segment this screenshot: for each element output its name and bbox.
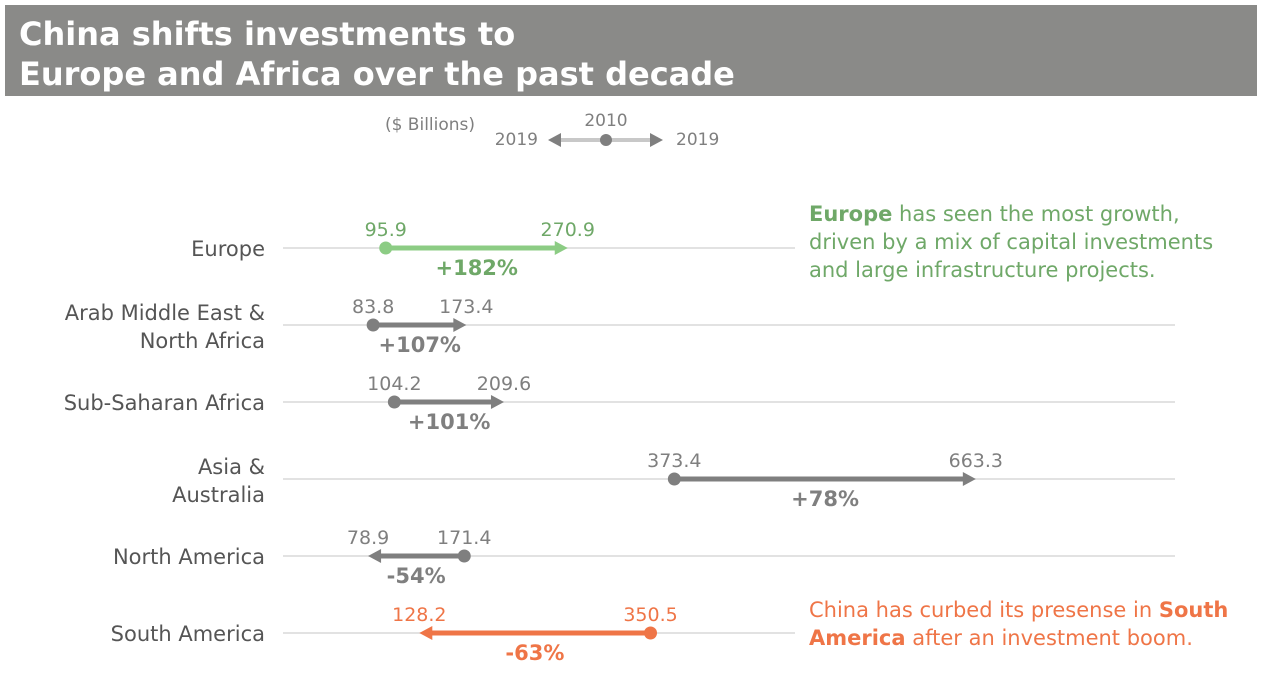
region-label: North America xyxy=(113,545,265,569)
south-america-annotation-post: after an investment boom. xyxy=(905,626,1193,650)
end-value-label: 663.3 xyxy=(949,450,1003,472)
end-value-label: 270.9 xyxy=(541,219,595,241)
legend-start-label: 2010 xyxy=(584,111,627,131)
start-value-label: 171.4 xyxy=(437,527,491,549)
change-label: +101% xyxy=(408,410,490,434)
legend-units: ($ Billions) xyxy=(385,115,475,135)
south-america-annotation: China has curbed its presense in South A… xyxy=(809,596,1228,652)
row-south-america: South America 350.5 128.2 -63% xyxy=(111,604,795,665)
legend-arrow-left xyxy=(548,133,561,147)
region-label: Arab Middle East & North Africa xyxy=(65,301,265,353)
row-asia-australia: Asia & Australia 373.4 663.3 +78% xyxy=(172,450,1175,511)
start-dot xyxy=(366,318,380,332)
chart-rows: Europe 95.9 270.9 +182% Arab Middle East & No… xyxy=(64,219,1175,665)
start-dot xyxy=(387,395,401,409)
south-america-annotation-bold: South America xyxy=(809,598,1229,650)
end-value-label: 209.6 xyxy=(477,373,531,395)
arrow-head xyxy=(419,626,433,640)
start-dot xyxy=(667,472,681,486)
region-label: Sub-Saharan Africa xyxy=(64,391,265,415)
arrow-head xyxy=(490,395,504,409)
legend-end-right-label: 2019 xyxy=(676,130,719,150)
start-value-label: 373.4 xyxy=(647,450,701,472)
europe-annotation-text: has seen the most growth, driven by a mi… xyxy=(809,202,1214,282)
change-label: +182% xyxy=(435,256,517,280)
europe-annotation: Europe has seen the most growth, driven … xyxy=(809,200,1213,284)
region-label: South America xyxy=(111,622,265,646)
arrow-head xyxy=(962,472,976,486)
start-value-label: 95.9 xyxy=(365,219,407,241)
title-bar: China shifts investments to Europe and A… xyxy=(5,5,1257,96)
start-dot xyxy=(379,241,393,255)
region-label: Europe xyxy=(191,237,265,261)
arrow-head xyxy=(368,549,382,563)
start-value-label: 104.2 xyxy=(367,373,421,395)
start-value-label: 83.8 xyxy=(352,296,394,318)
south-america-annotation-pre: China has curbed its presense in xyxy=(809,598,1159,622)
europe-annotation-bold: Europe xyxy=(809,202,893,226)
end-value-label: 78.9 xyxy=(347,527,389,549)
region-label: Asia & Australia xyxy=(172,455,265,507)
end-value-label: 173.4 xyxy=(439,296,493,318)
start-value-label: 350.5 xyxy=(623,604,677,626)
row-arab-middle-east-north-africa: Arab Middle East & North Africa 83.8 173.4 +… xyxy=(65,296,1175,357)
legend-arrow-right xyxy=(650,133,663,147)
start-dot xyxy=(457,549,471,563)
row-sub-saharan-africa: Sub-Saharan Africa 104.2 209.6 +101% xyxy=(64,373,1175,434)
row-north-america: North America 171.4 78.9 -54% xyxy=(113,527,1175,588)
legend-end-left-label: 2019 xyxy=(495,130,538,150)
row-europe: Europe 95.9 270.9 +182% xyxy=(191,219,795,280)
change-label: +78% xyxy=(791,487,859,511)
change-label: +107% xyxy=(379,333,461,357)
end-value-label: 128.2 xyxy=(392,604,446,626)
arrow-head xyxy=(554,241,568,255)
change-label: -63% xyxy=(505,641,564,665)
start-dot xyxy=(644,626,658,640)
chart-title: China shifts investments to Europe and A… xyxy=(19,15,735,93)
legend-dot xyxy=(600,134,612,146)
arrow-head xyxy=(453,318,467,332)
change-label: -54% xyxy=(387,564,446,588)
legend: ($ Billions) 2010 2019 2019 xyxy=(385,111,719,150)
